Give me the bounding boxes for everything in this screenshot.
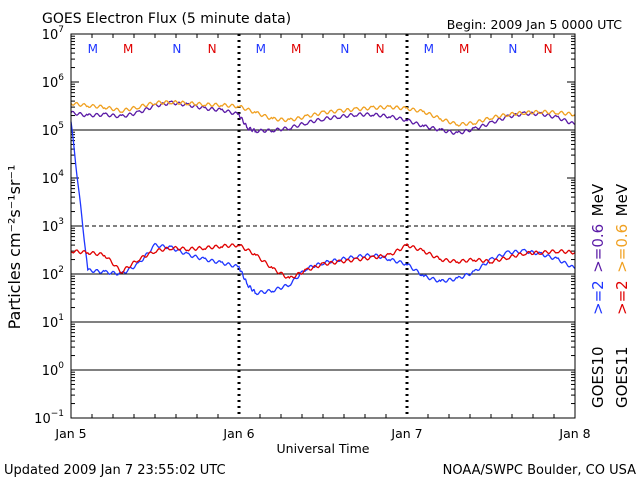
chart-title: GOES Electron Flux (5 minute data) [42,11,291,27]
mn-marker: N [172,42,181,56]
y-tick-label: 101 [42,313,64,331]
mn-marker: M [291,42,301,56]
mn-marker: N [544,42,553,56]
day-separators [237,34,409,418]
legend-item: >=0.6 [613,224,631,281]
series-lines [70,99,576,296]
mn-marker: N [340,42,349,56]
legend-item: MeV [589,183,607,224]
mn-marker: N [508,42,517,56]
y-tick-label: 106 [42,73,65,91]
mn-marker: M [256,42,266,56]
mn-marker: N [208,42,217,56]
grid-lines [71,129,575,371]
data-source: NOAA/SWPC Boulder, CO USA [443,463,636,478]
mn-marker: M [459,42,469,56]
mn-marker: M [424,42,434,56]
legend-satellite: GOES10 [589,346,607,408]
begin-date: Begin: 2009 Jan 5 0000 UTC [447,17,623,32]
x-tick-label: Jan 7 [390,426,422,441]
mn-marker: M [123,42,133,56]
legend-entry: >=2 >=0.6 MeV [613,183,631,315]
y-tick-label: 103 [42,217,64,235]
y-axis-label: Particles cm⁻²s⁻¹sr⁻¹ [5,165,24,330]
series-line [70,100,576,135]
y-tick-label: 104 [42,169,65,187]
legend-satellite: GOES11 [613,346,631,408]
y-tick-label: 105 [42,121,64,139]
series-line [70,242,576,280]
legend-item: >=2 [589,280,607,315]
x-tick-label: Jan 6 [222,426,254,441]
y-tick-labels: 107 106 105 104 103 102 101 100 10−1 [34,25,575,427]
mn-marker: N [376,42,385,56]
x-tick-label: Jan 5 [54,426,86,441]
x-tick-label: Jan 8 [558,426,590,441]
legend-item: >=0.6 [589,224,607,281]
x-tick-labels: Jan 5 Jan 6 Jan 7 Jan 8 [54,34,591,441]
mn-marker: M [88,42,98,56]
x-axis-label: Universal Time [277,441,370,456]
updated-timestamp: Updated 2009 Jan 7 23:55:02 UTC [4,463,226,478]
legend-item: >=2 [613,280,631,315]
legend-entry: >=2 >=0.6 MeV [589,183,607,315]
plot-frame [70,33,576,419]
y-tick-label: 107 [42,25,64,43]
legend-item: MeV [613,183,631,224]
y-tick-label: 102 [42,265,64,283]
series-line [70,99,576,127]
y-tick-label: 10−1 [34,409,64,427]
y-tick-label: 100 [42,361,65,379]
series-line [70,121,576,296]
